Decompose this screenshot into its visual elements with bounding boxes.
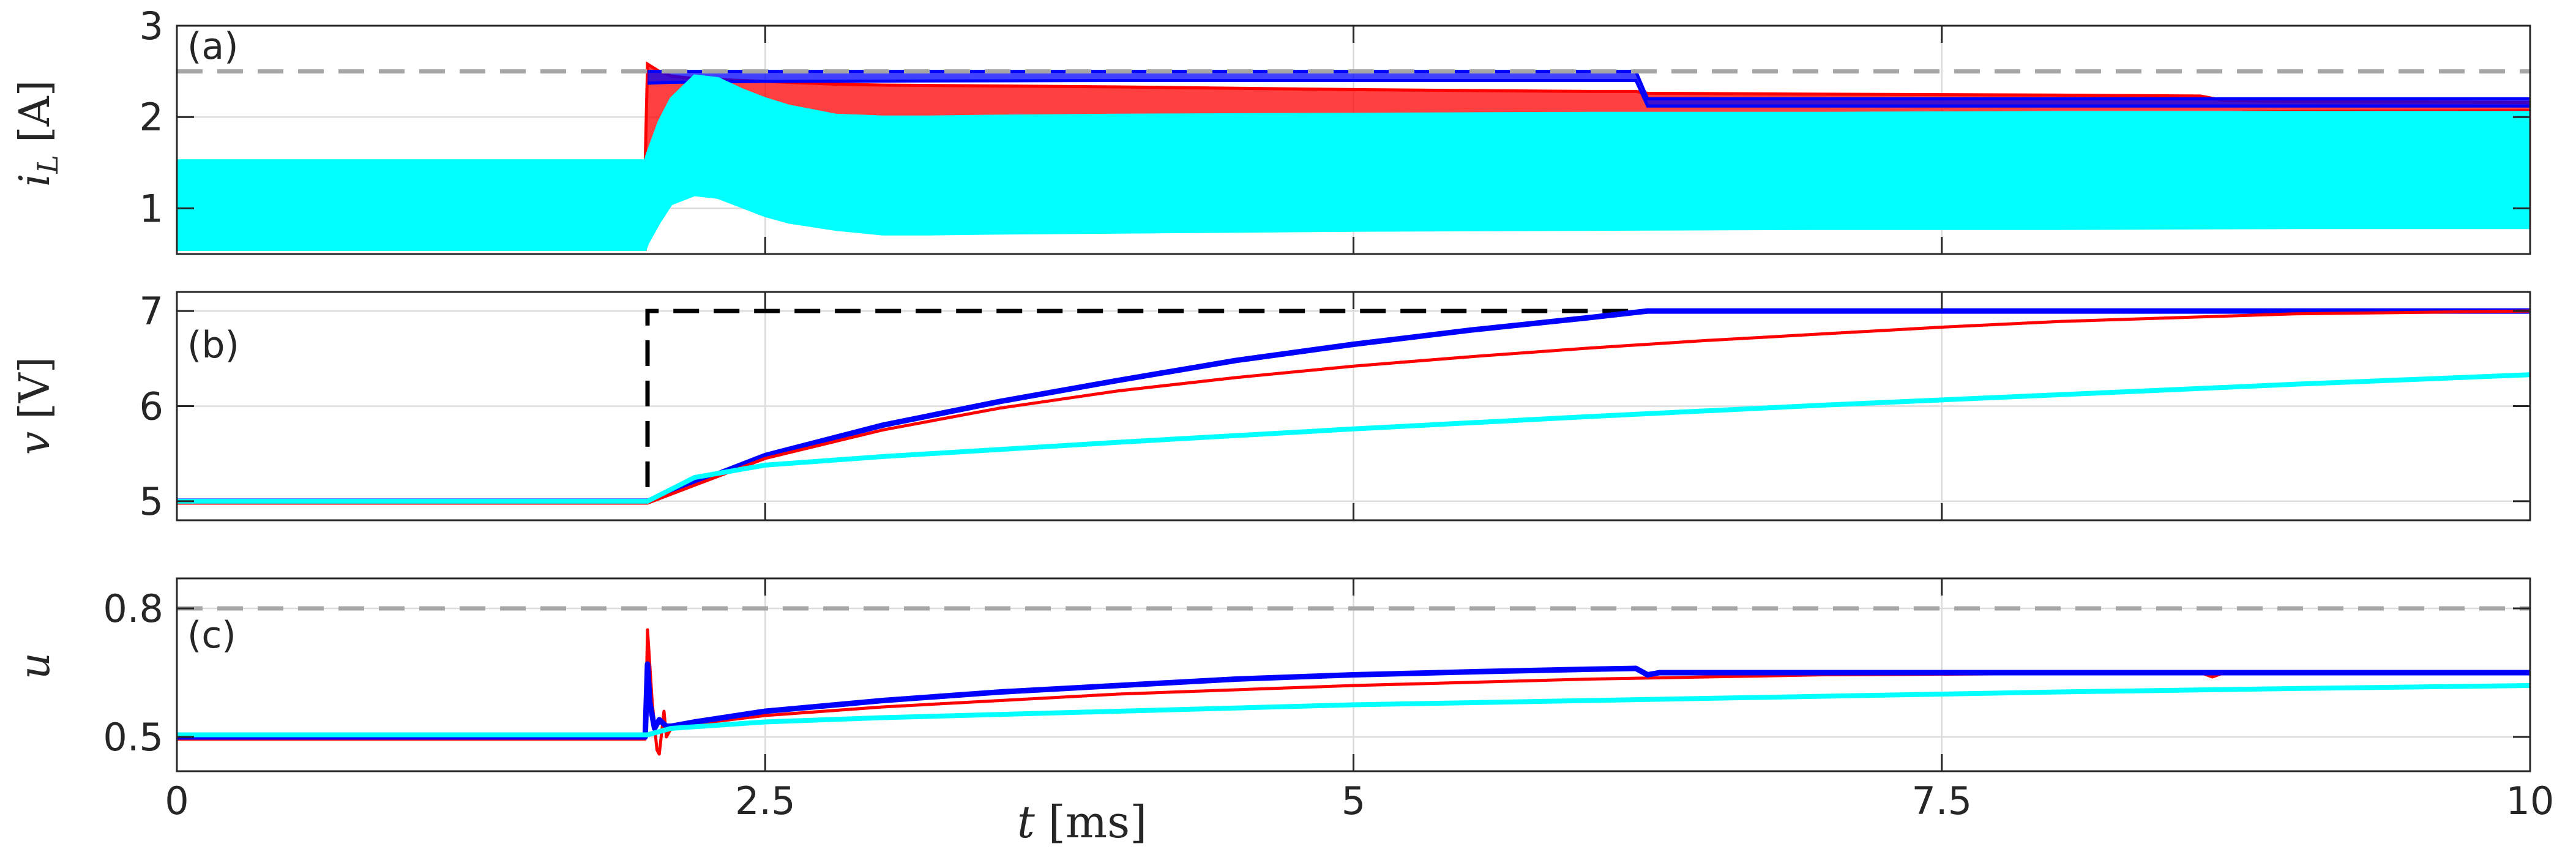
panel-a-cyan-ripple-lower xyxy=(177,193,2530,251)
panel-b-red-line xyxy=(177,309,2530,505)
panel-a-ytick-label-2: 3 xyxy=(140,4,163,48)
panel-b-blue-line xyxy=(177,308,2530,504)
panel-b-ytick-label-0: 5 xyxy=(140,479,163,524)
panel-c-plot xyxy=(177,606,2530,756)
xtick-label-1: 2.5 xyxy=(735,779,796,823)
xtick-label-3: 7.5 xyxy=(1911,779,1972,823)
panel-c-ytick-label-1: 0.8 xyxy=(103,586,163,631)
panel-c-ytick-label-0: 0.5 xyxy=(103,715,163,760)
panel-c-ticks xyxy=(176,578,2531,771)
panel-c-tag: (c) xyxy=(187,614,236,657)
panel-b-ytick-label-1: 6 xyxy=(140,384,163,429)
xtick-label-2: 5 xyxy=(1342,779,1365,823)
xtick-label-4: 10 xyxy=(2506,779,2555,823)
panel-a-ticks xyxy=(176,24,2531,254)
panel-a-ytick-label-0: 1 xyxy=(140,186,163,231)
panel-a-cyan-ripple-band xyxy=(177,76,2530,250)
panel-b-ytick-label-2: 7 xyxy=(140,289,163,334)
panel-b-ylabel: v[V] xyxy=(11,357,59,455)
panel-a-plot xyxy=(177,61,2530,251)
panel-a-ylabel: iL[A] xyxy=(11,80,64,187)
panel-b: v[V] 5 6 7 (b) xyxy=(11,289,2531,524)
panel-c-ylabel: u xyxy=(11,652,59,679)
x-axis-label: t [ms] xyxy=(1017,796,1147,848)
panel-c: u 0.5 0.8 (c) xyxy=(11,577,2531,772)
xtick-label-0: 0 xyxy=(165,779,189,823)
panel-b-cyan-line xyxy=(177,372,2530,504)
panel-a: iL[A] 1 2 3 (a) xyxy=(11,4,2531,255)
panel-a-cyan-ripple-upper xyxy=(177,74,2530,163)
panel-b-reference-line xyxy=(177,308,2530,504)
panel-b-plot xyxy=(177,308,2530,505)
panel-a-ytick-label-1: 2 xyxy=(140,95,163,140)
panel-a-tag: (a) xyxy=(187,25,239,68)
panel-c-blue-line xyxy=(177,661,2530,740)
panel-b-ticks xyxy=(176,292,2531,520)
panel-b-tag: (b) xyxy=(187,324,239,367)
panel-c-cyan-line xyxy=(177,683,2530,738)
